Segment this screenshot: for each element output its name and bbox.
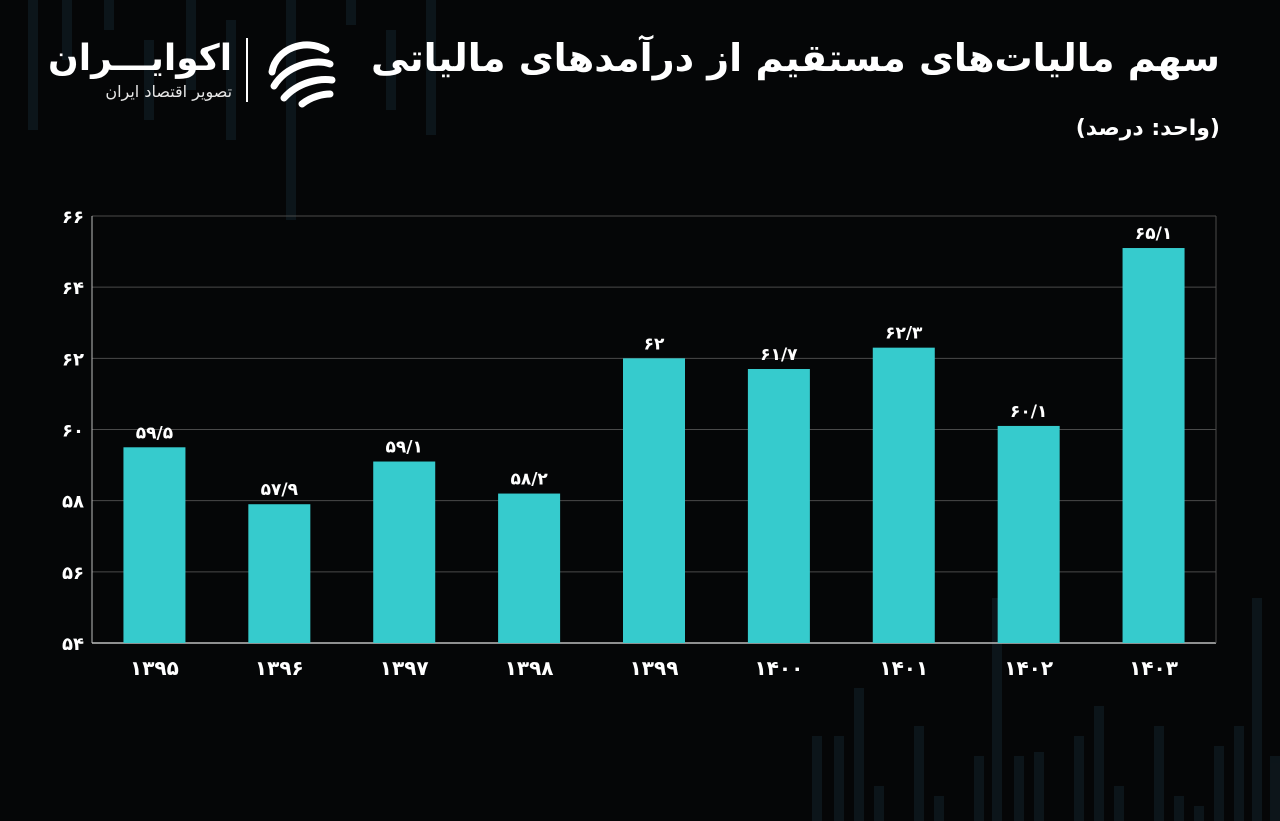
- x-tick-label: ۱۴۰۱: [879, 656, 928, 680]
- data-label: ۶۵/۱: [1135, 224, 1172, 244]
- background-candle: [1034, 752, 1044, 821]
- background-candle: [854, 688, 864, 821]
- background-candle: [226, 20, 236, 140]
- background-candle: [834, 736, 844, 821]
- brand-text: اکوایـــران تصویر اقتصاد ایران: [48, 37, 232, 103]
- brand-divider: [246, 38, 249, 102]
- x-tick-label: ۱۳۹۹: [630, 656, 679, 680]
- background-candle: [974, 756, 984, 821]
- bar: [872, 347, 935, 643]
- bar: [747, 369, 810, 643]
- background-candle: [346, 0, 356, 25]
- x-tick-label: ۱۳۹۷: [380, 656, 429, 680]
- y-tick-label: ۵۶: [62, 563, 84, 584]
- data-label: ۵۹/۱: [386, 438, 423, 458]
- data-label: ۵۷/۹: [261, 480, 299, 500]
- brand-block: اکوایـــران تصویر اقتصاد ایران: [48, 32, 338, 108]
- x-tick-label: ۱۳۹۸: [505, 656, 554, 680]
- background-candle: [186, 0, 196, 90]
- background-candle: [144, 40, 154, 120]
- x-tick-label: ۱۳۹۵: [130, 656, 179, 680]
- bar: [123, 447, 186, 643]
- data-label: ۶۱/۷: [760, 345, 798, 365]
- background-candle: [1074, 736, 1084, 821]
- y-tick-label: ۶۲: [62, 349, 84, 370]
- background-candle: [286, 0, 296, 220]
- background-candle: [104, 0, 114, 30]
- background-candle: [1234, 726, 1244, 821]
- bar: [623, 358, 685, 643]
- brand-tagline: تصویر اقتصاد ایران: [105, 82, 233, 101]
- data-label: ۶۲: [644, 334, 665, 354]
- bar: [248, 504, 311, 643]
- data-label: ۵۹/۵: [136, 423, 173, 443]
- data-label: ۵۸/۲: [510, 470, 548, 490]
- brand-name: اکوایـــران: [48, 38, 233, 79]
- background-candle: [1154, 726, 1164, 821]
- bar: [498, 493, 561, 643]
- chart-title: سهم مالیات‌های مستقیم از درآمدهای مالیات…: [370, 36, 1220, 80]
- background-candle: [1252, 598, 1262, 821]
- x-tick-label: ۱۳۹۶: [255, 656, 304, 680]
- background-candle: [1094, 706, 1104, 821]
- data-label: ۶۲/۳: [885, 324, 923, 344]
- background-candle: [1270, 756, 1280, 821]
- background-candle: [62, 0, 72, 60]
- background-candle: [1114, 786, 1124, 821]
- background-candle: [992, 598, 1002, 821]
- y-tick-label: ۶۶: [62, 207, 84, 228]
- x-tick-label: ۱۴۰۲: [1004, 656, 1053, 680]
- background-candle: [1174, 796, 1184, 821]
- background-candle: [1014, 756, 1024, 821]
- background-candle: [1214, 746, 1224, 821]
- background-candle: [28, 0, 38, 130]
- background-candle: [386, 30, 396, 110]
- y-tick-label: ۵۸: [62, 492, 84, 513]
- bar: [1122, 248, 1185, 643]
- unit-label: (واحد: درصد): [1075, 116, 1220, 141]
- bar: [997, 425, 1060, 643]
- background-candle: [914, 726, 924, 821]
- x-tick-label: ۱۴۰۰: [754, 656, 803, 680]
- background-candle: [934, 796, 944, 821]
- y-tick-label: ۵۴: [62, 634, 84, 655]
- background-candle: [426, 0, 436, 135]
- bar: [373, 461, 436, 643]
- ecoiran-logo-icon: [268, 41, 336, 108]
- background-candle: [812, 736, 822, 821]
- background-candle: [1194, 806, 1204, 821]
- data-label: ۶۰/۱: [1010, 402, 1047, 422]
- y-tick-label: ۶۴: [62, 278, 84, 299]
- y-tick-label: ۶۰: [62, 421, 84, 442]
- background-candle: [874, 786, 884, 821]
- x-tick-label: ۱۴۰۳: [1129, 656, 1178, 680]
